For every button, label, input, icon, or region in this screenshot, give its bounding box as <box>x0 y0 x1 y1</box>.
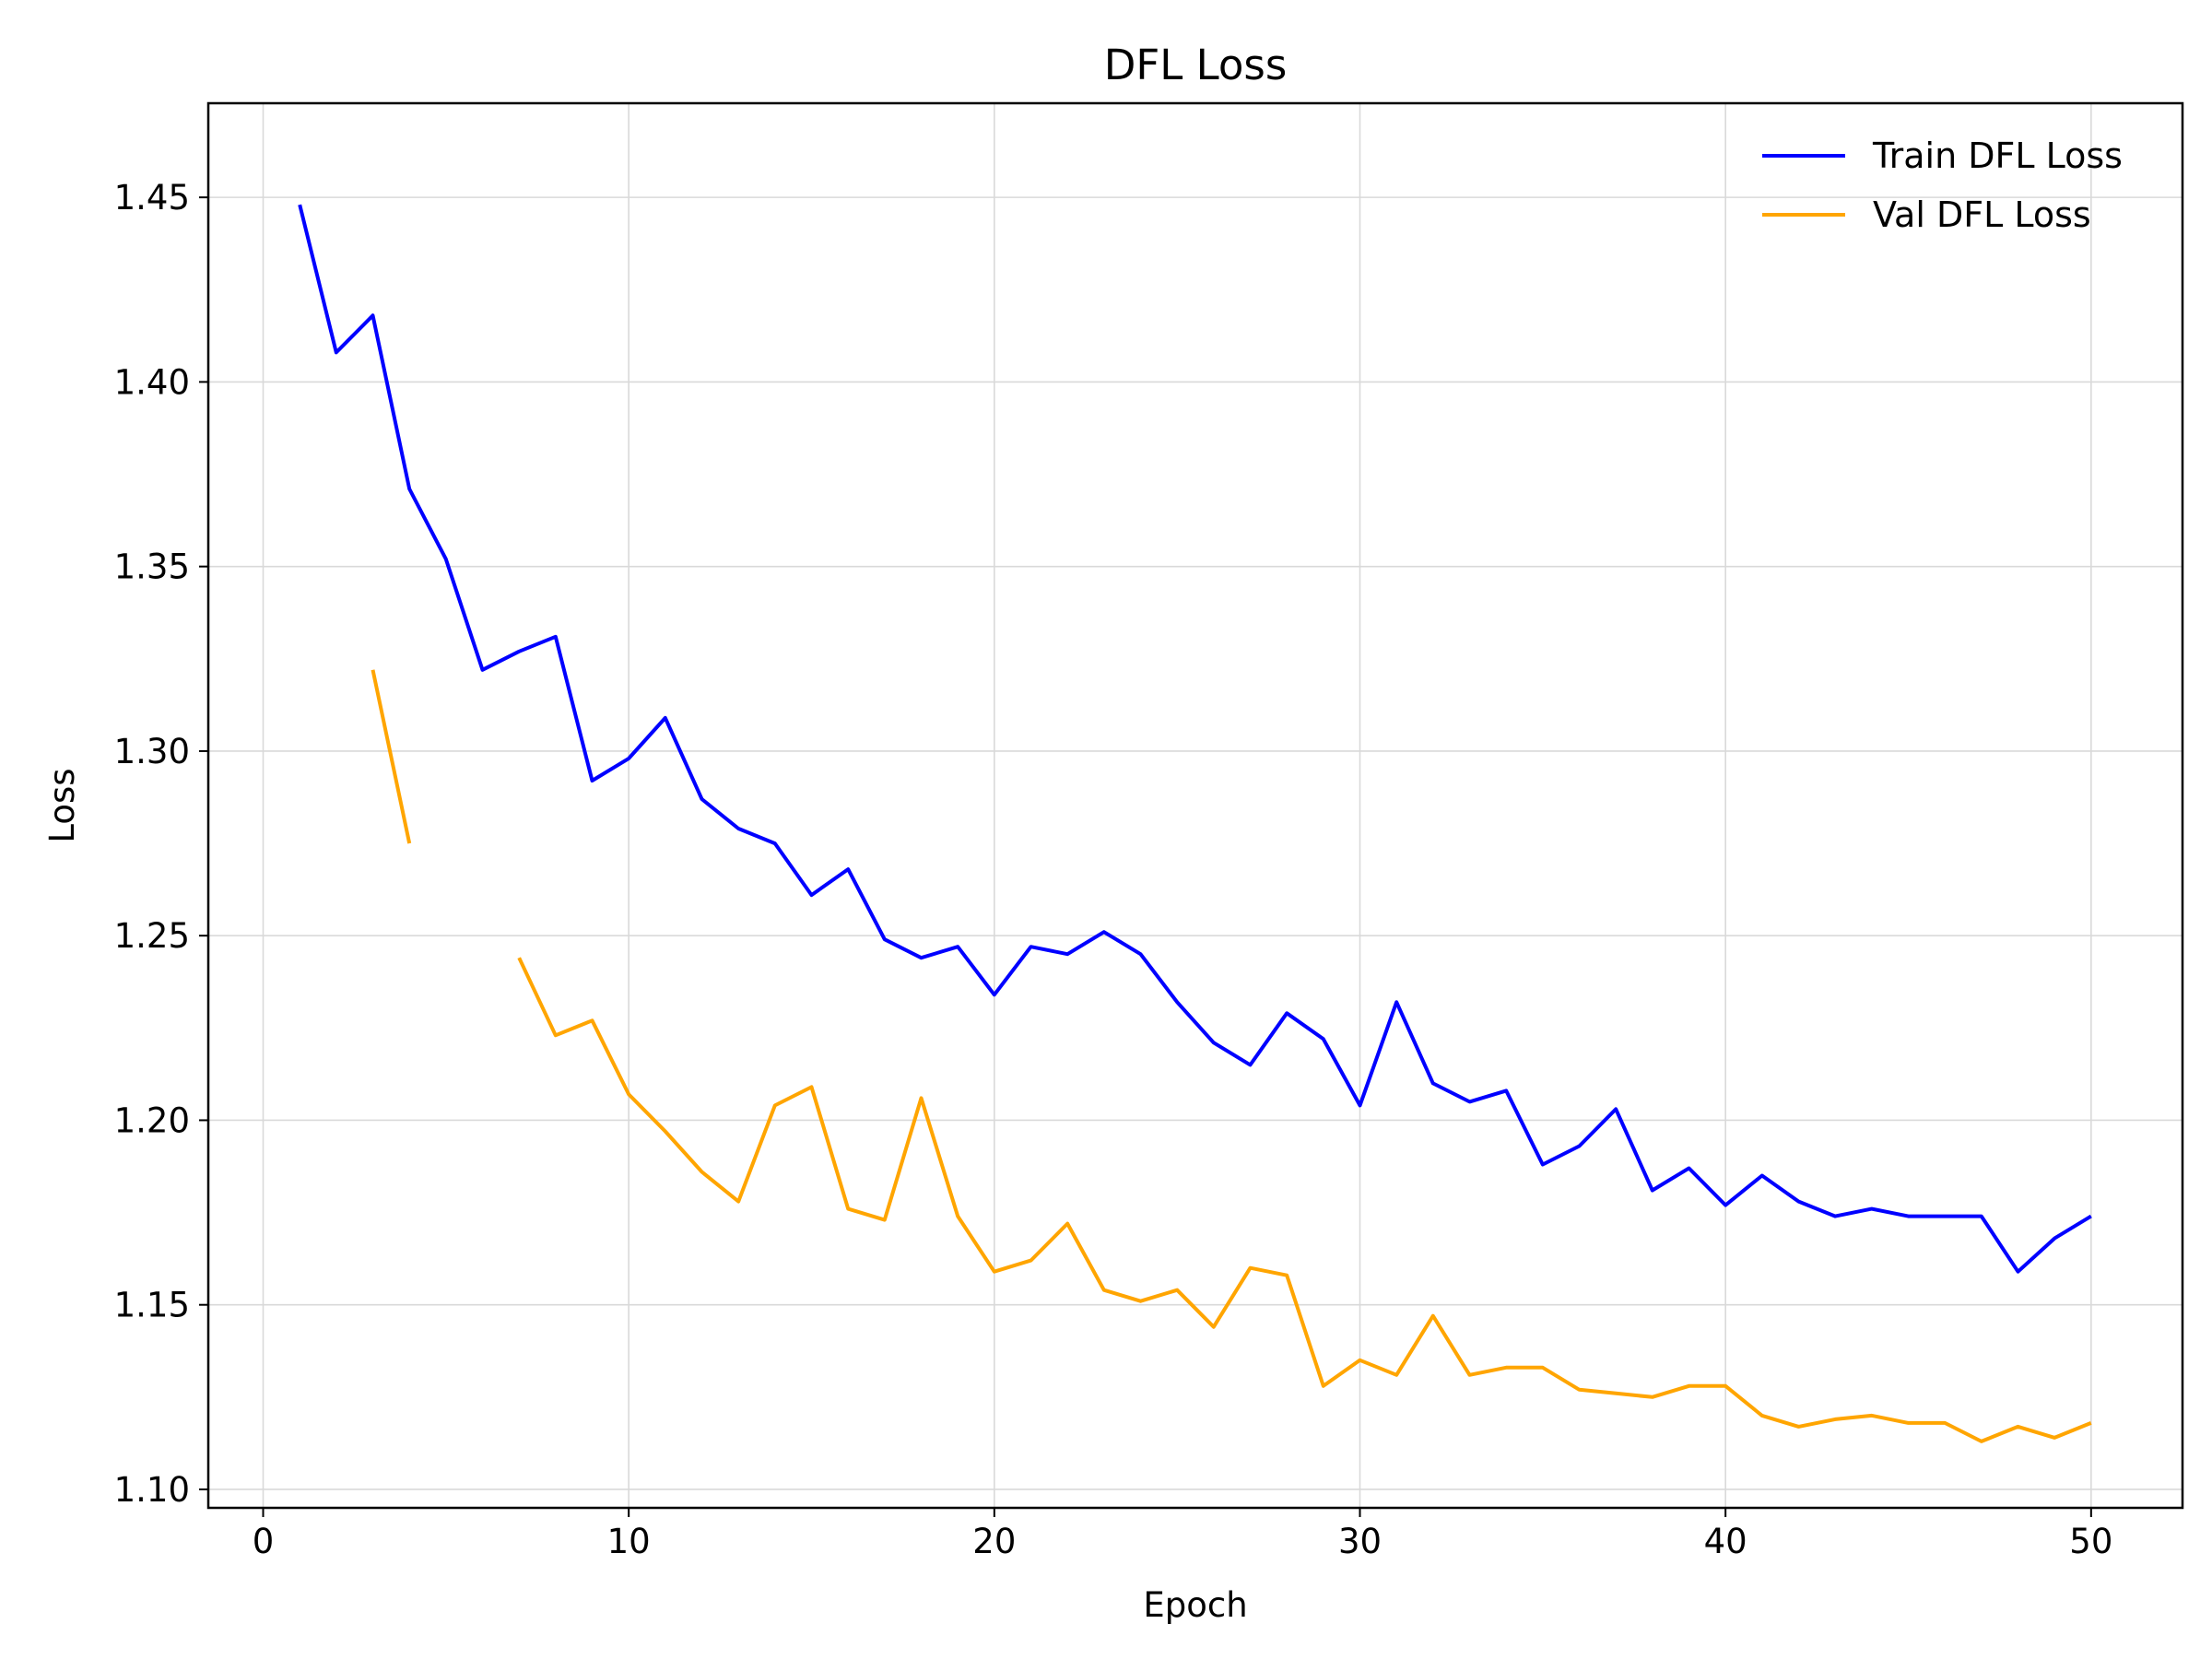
grid <box>208 103 2183 1508</box>
y-tick-label: 1.10 <box>114 1470 190 1510</box>
ticks: 0 10 20 30 40 50 1.10 1.15 1.20 1.25 1.30 1.35 1.40 1… <box>114 178 2113 1561</box>
train-dfl-loss-legend-label: Train DFL Loss <box>1872 135 2123 176</box>
y-tick-label: 1.15 <box>114 1286 190 1325</box>
val-dfl-loss-legend-label: Val DFL Loss <box>1873 194 2091 235</box>
legend: Train DFL Loss Val DFL Loss <box>1762 135 2123 235</box>
x-tick-label: 10 <box>607 1522 651 1561</box>
y-axis-label: Loss <box>42 768 82 842</box>
axes-frame <box>206 101 2184 1510</box>
y-tick-label: 1.40 <box>114 362 190 402</box>
y-tick-label: 1.20 <box>114 1100 190 1140</box>
series-lines <box>298 204 2092 1443</box>
x-tick-label: 0 <box>253 1522 275 1561</box>
chart-title: DFL Loss <box>1104 41 1288 89</box>
x-tick-label: 20 <box>972 1522 1016 1561</box>
train-dfl-loss-line <box>298 204 2092 1274</box>
y-tick-label: 1.35 <box>114 547 190 587</box>
val-dfl-loss-line <box>517 957 2092 1443</box>
x-tick-label: 50 <box>2069 1522 2112 1561</box>
x-axis-label: Epoch <box>1143 1585 1247 1625</box>
y-tick-label: 1.45 <box>114 178 190 218</box>
val-dfl-loss-line <box>371 669 412 844</box>
y-tick-label: 1.25 <box>114 916 190 956</box>
x-tick-label: 30 <box>1338 1522 1382 1561</box>
val-dfl-loss-series <box>371 669 2092 1443</box>
train-dfl-loss-series <box>298 204 2092 1274</box>
x-tick-label: 40 <box>1704 1522 1747 1561</box>
y-tick-label: 1.30 <box>114 732 190 771</box>
